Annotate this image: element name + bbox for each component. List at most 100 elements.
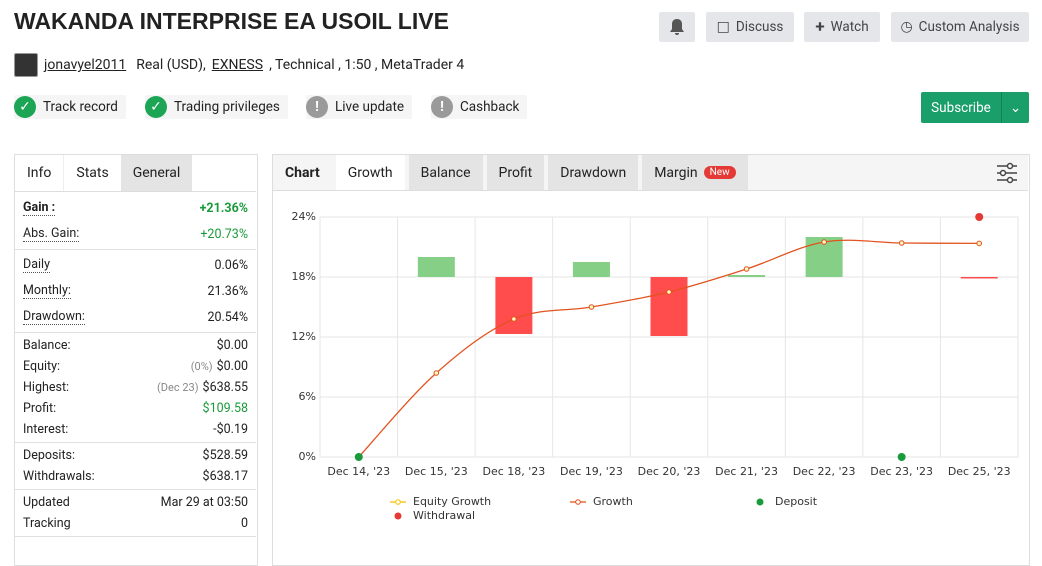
growth-point xyxy=(433,370,440,376)
new-badge: New xyxy=(703,166,736,179)
stat-row: Withdrawals: $638.17 xyxy=(15,466,256,487)
badge-label: Cashback xyxy=(460,99,520,115)
tab[interactable]: General xyxy=(120,155,193,191)
stats-tabs: Info Stats General xyxy=(15,155,256,192)
tab[interactable]: Stats xyxy=(63,155,120,191)
growth-point xyxy=(511,316,517,322)
growth-point xyxy=(898,240,905,246)
stat-label: Balance: xyxy=(23,338,71,353)
stat-group: Gain : +21.36% Abs. Gain: +20.73% xyxy=(15,193,256,250)
stat-value-wrap: +20.73% xyxy=(200,227,248,242)
stat-label: Profit: xyxy=(23,401,57,416)
stat-row: Interest: -$0.19 xyxy=(15,419,256,440)
stat-note: (0%) xyxy=(190,360,213,373)
tab[interactable]: Growth xyxy=(335,155,405,190)
stat-label: Monthly: xyxy=(23,283,71,299)
x-tick-label: Dec 18, '23 xyxy=(482,465,545,478)
legend-label: Equity Growth xyxy=(413,495,491,508)
broker-link[interactable]: EXNESS xyxy=(211,57,264,73)
custom-analysis-button[interactable]: ◷ Custom Analysis xyxy=(891,12,1029,42)
badge-label: Track record xyxy=(43,99,118,115)
stat-label: Deposits: xyxy=(23,448,76,463)
avatar xyxy=(14,53,38,77)
stat-label: Equity: xyxy=(23,359,61,374)
stat-label: Abs. Gain: xyxy=(23,226,80,242)
tab-header: Chart xyxy=(285,164,320,181)
tab[interactable]: Balance xyxy=(408,155,483,190)
stat-value: $528.59 xyxy=(202,448,248,463)
stat-value: $638.55 xyxy=(202,380,248,395)
stat-row: Monthly: 21.36% xyxy=(15,278,256,304)
deposit-point xyxy=(897,453,906,461)
deposit-point xyxy=(354,453,363,461)
stat-value: +21.36% xyxy=(199,200,248,216)
y-tick-label: 0% xyxy=(299,450,316,463)
settings-icon[interactable] xyxy=(995,162,1019,184)
stat-value-wrap: 0.06% xyxy=(214,258,248,273)
x-tick-label: Dec 14, '23 xyxy=(327,465,390,478)
stat-row: Profit: $109.58 xyxy=(15,398,256,419)
y-tick-label: 6% xyxy=(299,390,316,403)
stat-value-wrap: Mar 29 at 03:50 xyxy=(161,495,248,510)
stat-value: $638.17 xyxy=(202,469,248,484)
tab[interactable]: Profit xyxy=(486,155,545,190)
stat-row: Tracking 0 xyxy=(15,513,256,534)
stat-label: Gain : xyxy=(23,200,56,216)
stat-group: Daily 0.06% Monthly: 21.36% Drawdown: 20.54% xyxy=(15,250,256,333)
x-tick-label: Dec 22, '23 xyxy=(793,465,856,478)
discuss-button[interactable]: □ Discuss xyxy=(706,12,794,42)
label: Margin xyxy=(654,164,698,181)
stat-value: $0.00 xyxy=(216,359,248,374)
stat-group: Deposits: $528.59 Withdrawals: $638.17 xyxy=(15,443,256,490)
account-line: jonavyel2011 Real (USD), EXNESS , Techni… xyxy=(14,53,464,77)
growth-point xyxy=(588,304,595,310)
notify-button[interactable] xyxy=(659,12,695,42)
stat-value-wrap: +21.36% xyxy=(200,201,248,216)
account: Real (USD), xyxy=(136,57,206,73)
stat-label: Highest: xyxy=(23,380,70,395)
tab[interactable]: Margin New xyxy=(642,155,748,190)
stat-value-wrap: $109.58 xyxy=(203,401,248,416)
stat-value-wrap: 0 xyxy=(241,516,248,531)
legend-marker xyxy=(394,512,402,520)
label: Subscribe xyxy=(931,99,991,116)
chart-panel xyxy=(272,154,1030,566)
badge-label: Trading privileges xyxy=(174,99,280,115)
watch-button[interactable]: + Watch xyxy=(804,12,880,42)
growth-point xyxy=(743,266,750,272)
x-tick-label: Dec 25, '23 xyxy=(948,465,1011,478)
stat-label: Drawdown: xyxy=(23,309,85,325)
stat-row: Equity: (0%) $0.00 xyxy=(15,356,256,377)
stat-label: Updated xyxy=(23,495,70,510)
subscribe-button[interactable]: Subscribe ⌄ xyxy=(921,92,1029,123)
stat-value-wrap: $528.59 xyxy=(203,448,248,463)
badge: ! Live update xyxy=(306,95,413,119)
tab[interactable]: Info xyxy=(27,165,52,181)
badge-label: Live update xyxy=(335,99,405,115)
stat-value-wrap: (0%) $0.00 xyxy=(191,359,248,374)
x-tick-label: Dec 19, '23 xyxy=(560,465,623,478)
stat-value: 21.36% xyxy=(207,283,248,299)
stat-row: Drawdown: 20.54% xyxy=(15,304,256,330)
label: Custom Analysis xyxy=(918,19,1020,35)
stat-value: $109.58 xyxy=(202,401,248,416)
stat-row: Highest: (Dec 23) $638.55 xyxy=(15,377,256,398)
bar xyxy=(650,277,688,336)
stats-panel xyxy=(14,154,258,566)
user-link[interactable]: jonavyel2011 xyxy=(44,57,127,73)
bar xyxy=(960,277,998,279)
growth-point xyxy=(666,289,672,295)
growth-point xyxy=(976,240,983,247)
withdrawal-point xyxy=(975,213,984,221)
x-tick-label: Dec 23, '23 xyxy=(870,465,933,478)
stat-value: 0 xyxy=(240,516,248,531)
x-tick-label: Dec 20, '23 xyxy=(638,465,701,478)
stat-label: Tracking xyxy=(23,516,71,531)
tab[interactable]: Drawdown xyxy=(548,155,639,190)
chart-tabs: Chart Growth Balance Profit Drawdown Mar… xyxy=(273,155,1028,191)
y-tick-label: 24% xyxy=(292,210,316,223)
legend-label: Withdrawal xyxy=(413,509,475,522)
stat-value: $0.00 xyxy=(216,338,248,353)
dropdown[interactable]: ⌄ xyxy=(1001,92,1029,123)
